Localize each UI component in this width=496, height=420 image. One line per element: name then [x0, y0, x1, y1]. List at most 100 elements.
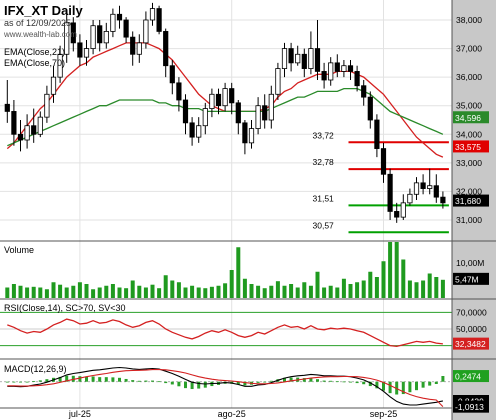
macd-hist-53: [355, 381, 359, 384]
candle-1: [11, 100, 17, 146]
candle-body-21: [143, 19, 149, 44]
candle-body-63: [420, 182, 426, 189]
macd-hist-43: [289, 377, 293, 382]
candle-46: [308, 31, 314, 75]
macd-hist-46: [309, 378, 313, 382]
candle-35: [235, 100, 241, 135]
volume-badge: 5,47M: [455, 274, 479, 284]
candle-body-56: [374, 119, 380, 149]
candle-38: [255, 97, 261, 135]
volume-bar-37: [249, 284, 254, 298]
volume-bar-19: [130, 280, 135, 298]
candle-43: [288, 42, 294, 72]
candle-55: [367, 91, 373, 129]
volume-bar-33: [223, 283, 228, 298]
macd-hist-50: [335, 381, 339, 383]
volume-bar-66: [440, 279, 445, 298]
volume-bar-58: [388, 242, 393, 298]
volume-bar-18: [124, 288, 129, 298]
candle-56: [374, 114, 380, 158]
candle-62: [413, 177, 420, 200]
macd-line: [7, 366, 444, 406]
volume-bar-57: [381, 261, 386, 298]
macd-hist-51: [342, 381, 346, 383]
macd-hist-48: [322, 380, 326, 382]
candle-6: [44, 85, 50, 123]
legend-ema70: EMA(Close,70): [4, 58, 65, 68]
macd-badge-0-bg: [453, 370, 489, 383]
candle-body-29: [196, 125, 202, 138]
candle-body-15: [103, 31, 109, 44]
volume-bar-41: [275, 281, 280, 298]
volume-bar-39: [262, 288, 267, 298]
legend-ema21: EMA(Close,21): [4, 47, 65, 57]
candle-13: [90, 20, 96, 55]
candle-4: [31, 108, 37, 143]
macd-hist-65: [434, 381, 438, 384]
candle-11: [77, 34, 83, 66]
macd-hist-61: [408, 381, 412, 393]
candle-body-65: [433, 185, 439, 198]
chart-title: IFX_XT Daily: [4, 3, 84, 18]
candle-18: [123, 17, 129, 43]
candle-8: [57, 45, 63, 83]
macd-hist-40: [269, 380, 273, 382]
candle-body-45: [301, 53, 307, 69]
candle-body-39: [262, 105, 268, 121]
volume-bar-30: [203, 288, 208, 298]
volume-bar-51: [341, 278, 346, 298]
candle-body-53: [354, 71, 360, 87]
candle-53: [354, 65, 360, 92]
macd-hist-25: [170, 381, 174, 385]
volume-bar-26: [176, 282, 181, 298]
volume-bar-25: [170, 280, 175, 298]
volume-bar-28: [190, 285, 195, 298]
rsi-tick-1: 50,0000: [456, 324, 487, 334]
candle-body-6: [44, 93, 50, 118]
macd-hist-4: [32, 381, 36, 382]
candle-body-33: [222, 88, 228, 107]
macd-hist-11: [78, 376, 82, 382]
candle-body-47: [314, 48, 321, 72]
rsi-label: RSI(Close,14), SC>70, SV<30: [4, 303, 126, 313]
macd-hist-47: [316, 379, 319, 382]
candle-body-26: [176, 82, 182, 101]
volume-bar-21: [143, 287, 148, 298]
volume-bar-38: [256, 285, 261, 298]
candle-body-24: [163, 31, 169, 67]
volume-bar-6: [44, 289, 49, 298]
rsi-badge: 32,3482: [455, 339, 486, 349]
candle-39: [262, 94, 268, 129]
candle-17: [116, 5, 123, 29]
candle-body-57: [380, 148, 387, 175]
volume-bar-46: [308, 285, 313, 298]
volume-bar-31: [209, 286, 214, 298]
candle-body-9: [64, 22, 70, 55]
candle-body-31: [209, 93, 215, 109]
volume-bar-56: [374, 277, 379, 298]
candle-body-19: [130, 36, 136, 55]
volume-bar-55: [368, 271, 373, 298]
macd-hist-21: [144, 380, 148, 382]
macd-hist-62: [415, 381, 418, 391]
candle-body-64: [427, 185, 433, 189]
candle-body-25: [169, 65, 175, 84]
macd-hist-55: [368, 381, 372, 387]
volume-bar-22: [150, 284, 155, 298]
candle-20: [136, 34, 142, 63]
candle-36: [242, 120, 248, 155]
volume-bar-3: [25, 287, 30, 298]
price-badge-0: 34,596: [455, 113, 481, 123]
candle-54: [361, 80, 367, 106]
candle-41: [275, 62, 281, 100]
volume-bar-9: [64, 287, 69, 298]
candle-body-54: [361, 85, 367, 98]
price-badge-2: 31,680: [455, 196, 481, 206]
candle-37: [248, 120, 255, 149]
macd-badge-2-bg: [453, 400, 489, 413]
volume-bar-59: [394, 242, 399, 298]
candle-3: [24, 114, 30, 149]
candle-body-43: [288, 48, 294, 64]
macd-label: MACD(12,26,9): [4, 364, 67, 374]
rsi-badge-bg: [453, 337, 489, 350]
